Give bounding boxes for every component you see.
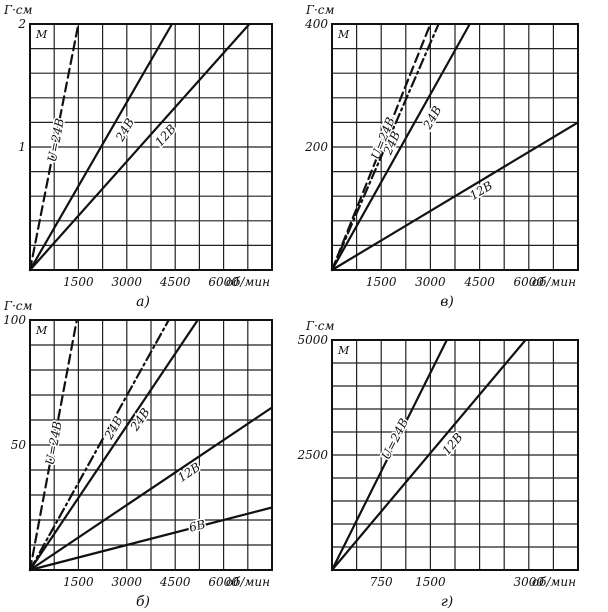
x-axis-unit: об/мин [532, 575, 576, 589]
y-tick-label: 400 [304, 17, 328, 31]
series-line-2 [28, 22, 251, 272]
y-tick-label: 50 [11, 438, 27, 452]
panel-caption: а) [136, 294, 150, 310]
x-tick-label: 1500 [63, 275, 94, 289]
series-line-1 [28, 22, 174, 272]
x-tick-label: 3000 [112, 275, 143, 289]
x-tick-label: 750 [370, 575, 393, 589]
series-line-1 [28, 318, 170, 572]
y-tick-label: 100 [3, 313, 26, 327]
moment-symbol: М [35, 324, 48, 337]
series-label: U=24В [45, 117, 67, 163]
series-line-3 [28, 406, 274, 572]
x-tick-label: 4500 [463, 275, 495, 289]
plot-frame [29, 319, 273, 571]
y-axis-unit: Г·см [3, 3, 32, 17]
series-line-3 [330, 121, 580, 272]
x-tick-label: 6000 [514, 275, 545, 289]
series-line-0 [28, 22, 80, 272]
series-line-2 [28, 318, 199, 572]
plot-frame [29, 23, 273, 271]
series-label: 12В [439, 430, 465, 458]
x-tick-label: 3000 [415, 275, 446, 289]
series-line-0 [330, 338, 448, 572]
x-axis-unit: об/мин [226, 275, 270, 289]
x-tick-label: 1500 [63, 575, 94, 589]
series-label: 24В [101, 414, 126, 443]
y-tick-label: 1 [18, 140, 26, 154]
plot-frame [331, 23, 579, 271]
series-line-1 [330, 22, 440, 272]
panel-caption: в) [440, 294, 454, 310]
x-axis-unit: об/мин [532, 275, 576, 289]
moment-symbol: М [35, 28, 48, 41]
y-axis-unit: Г·см [3, 299, 32, 313]
series-label: U=24В [43, 420, 65, 466]
x-tick-label: 6000 [208, 575, 239, 589]
moment-symbol: М [337, 28, 350, 41]
series-line-2 [330, 22, 471, 272]
x-axis-unit: об/мин [226, 575, 270, 589]
series-line-1 [330, 338, 527, 572]
y-tick-label: 2 [17, 17, 26, 31]
y-tick-label: 2500 [296, 448, 328, 462]
y-tick-label: 5000 [297, 333, 328, 347]
y-tick-label: 200 [304, 140, 328, 154]
x-tick-label: 3000 [112, 575, 143, 589]
series-label: 12В [467, 178, 495, 202]
plot-frame [331, 339, 579, 571]
x-tick-label: 1500 [366, 275, 397, 289]
series-line-0 [330, 22, 432, 272]
series-label: 6В [187, 517, 207, 535]
series-line-0 [28, 318, 78, 572]
panel-caption: б) [136, 594, 150, 610]
x-tick-label: 4500 [159, 575, 191, 589]
x-tick-label: 1500 [415, 575, 446, 589]
x-tick-label: 4500 [159, 275, 191, 289]
x-tick-label: 6000 [208, 275, 239, 289]
x-tick-label: 3000 [514, 575, 545, 589]
y-axis-unit: Г·см [305, 3, 334, 17]
moment-symbol: М [337, 344, 350, 357]
y-axis-unit: Г·см [305, 319, 334, 333]
series-line-4 [28, 506, 274, 572]
panel-caption: г) [441, 594, 454, 610]
